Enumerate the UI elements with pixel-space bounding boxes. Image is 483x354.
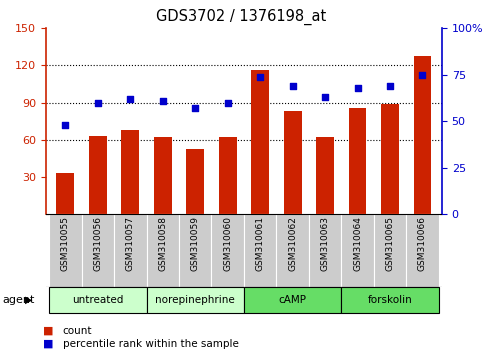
Bar: [251, 70, 269, 214]
Text: forskolin: forskolin: [368, 295, 412, 305]
Bar: [57, 173, 74, 214]
Point: [127, 96, 134, 102]
Text: GSM310063: GSM310063: [321, 216, 329, 272]
Bar: [309, 214, 341, 287]
Bar: [89, 136, 107, 214]
Text: ■: ■: [43, 339, 54, 349]
Bar: [316, 137, 334, 214]
Point: [159, 98, 167, 104]
Text: untreated: untreated: [72, 295, 124, 305]
Text: cAMP: cAMP: [279, 295, 307, 305]
Text: GSM310059: GSM310059: [191, 216, 199, 272]
Bar: [82, 214, 114, 287]
Text: count: count: [63, 326, 92, 336]
Bar: [244, 287, 341, 313]
Bar: [276, 214, 309, 287]
Bar: [154, 137, 171, 214]
Text: ■: ■: [43, 326, 54, 336]
Bar: [212, 214, 244, 287]
Text: ▶: ▶: [25, 295, 33, 305]
Point: [354, 85, 361, 91]
Point: [191, 105, 199, 111]
Bar: [121, 130, 139, 214]
Bar: [146, 214, 179, 287]
Bar: [114, 214, 146, 287]
Point: [224, 100, 231, 105]
Text: GSM310055: GSM310055: [61, 216, 70, 272]
Text: GSM310064: GSM310064: [353, 216, 362, 271]
Text: GSM310057: GSM310057: [126, 216, 135, 272]
Point: [94, 100, 102, 105]
Text: GDS3702 / 1376198_at: GDS3702 / 1376198_at: [156, 9, 327, 25]
Bar: [406, 214, 439, 287]
Text: GSM310065: GSM310065: [385, 216, 395, 272]
Text: GSM310056: GSM310056: [93, 216, 102, 272]
Text: GSM310060: GSM310060: [223, 216, 232, 272]
Bar: [413, 56, 431, 214]
Bar: [349, 108, 367, 214]
Bar: [219, 137, 237, 214]
Text: GSM310066: GSM310066: [418, 216, 427, 272]
Bar: [244, 214, 276, 287]
Bar: [374, 214, 406, 287]
Point: [419, 72, 426, 78]
Point: [289, 83, 297, 89]
Bar: [284, 111, 301, 214]
Bar: [186, 149, 204, 214]
Text: percentile rank within the sample: percentile rank within the sample: [63, 339, 239, 349]
Point: [386, 83, 394, 89]
Text: norepinephrine: norepinephrine: [156, 295, 235, 305]
Bar: [341, 214, 374, 287]
Text: GSM310062: GSM310062: [288, 216, 297, 271]
Point: [256, 74, 264, 79]
Point: [61, 122, 69, 128]
Bar: [146, 287, 244, 313]
Text: GSM310061: GSM310061: [256, 216, 265, 272]
Bar: [49, 214, 82, 287]
Bar: [49, 287, 146, 313]
Text: GSM310058: GSM310058: [158, 216, 167, 272]
Point: [321, 94, 329, 100]
Bar: [179, 214, 212, 287]
Bar: [341, 287, 439, 313]
Text: agent: agent: [2, 295, 35, 305]
Bar: [381, 104, 399, 214]
